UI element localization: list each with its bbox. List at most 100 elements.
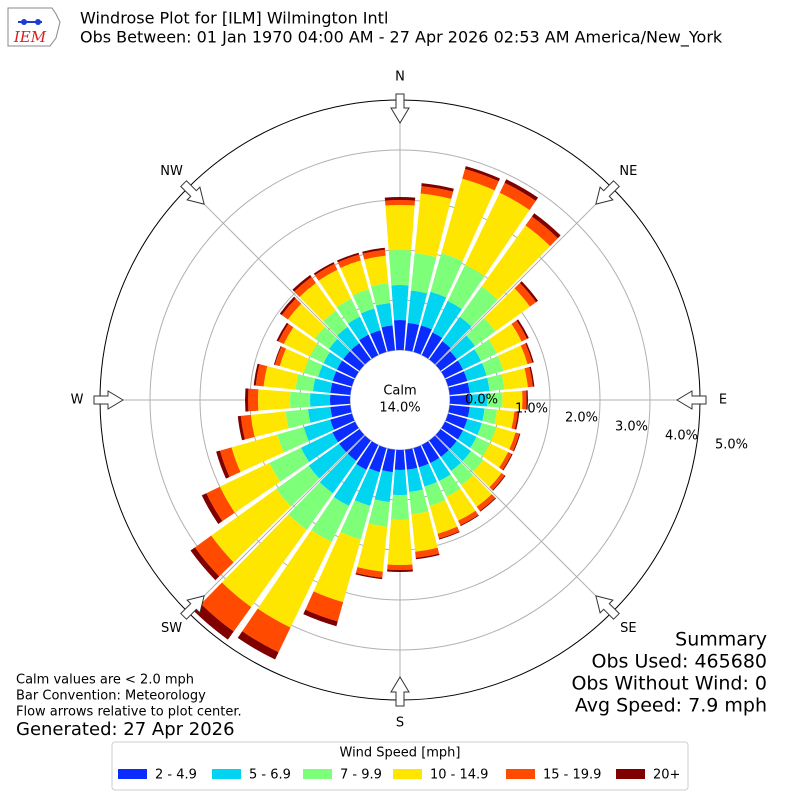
wind-bar: [437, 526, 460, 539]
wind-bar: [404, 448, 418, 470]
wind-bar: [336, 298, 360, 324]
wind-bar: [441, 360, 464, 379]
wind-bar: [269, 447, 310, 482]
wind-bar: [391, 284, 409, 321]
legend-swatch: [303, 769, 332, 779]
wind-bar: [318, 365, 337, 382]
legend-label: 15 - 19.9: [543, 768, 601, 783]
wind-bar: [441, 421, 464, 440]
r-tick-label: 5.0%: [715, 438, 748, 453]
wind-bar: [368, 499, 390, 527]
wind-bar: [466, 317, 496, 347]
wind-bar: [247, 388, 259, 412]
wind-bar: [494, 409, 515, 429]
wind-bar: [522, 390, 527, 410]
wind-bar: [257, 530, 332, 628]
wind-bar: [462, 451, 484, 472]
wind-bar: [299, 283, 336, 322]
wind-bar: [340, 500, 371, 540]
wind-bar: [413, 325, 432, 355]
wind-bar: [514, 411, 520, 430]
wind-bar: [279, 296, 296, 316]
wind-bar: [287, 303, 325, 339]
wind-bar: [278, 323, 294, 345]
wind-bar: [502, 390, 523, 410]
wind-bar: [439, 474, 461, 497]
radial-grid-line: [187, 187, 365, 365]
wind-bar: [420, 186, 454, 199]
wind-bar: [467, 377, 490, 394]
wind-bar: [237, 415, 245, 441]
wind-bar: [300, 432, 339, 462]
wind-bar: [449, 394, 470, 406]
wind-bar: [309, 343, 330, 364]
wind-bar: [462, 168, 499, 191]
wind-bar: [193, 603, 234, 640]
wind-bar: [525, 216, 558, 247]
wind-bar: [337, 326, 360, 350]
logo-outline: [7, 7, 61, 47]
compass-label: E: [719, 393, 727, 408]
wind-bar: [429, 500, 458, 534]
calm-label: Calm: [383, 384, 416, 399]
wind-bar: [333, 464, 367, 506]
wind-bar: [457, 430, 477, 448]
wind-bar: [467, 406, 485, 421]
wind-bar: [430, 457, 451, 482]
wind-bar: [255, 364, 268, 387]
wind-bar: [328, 338, 350, 360]
wind-bar: [420, 291, 447, 330]
wind-bar: [318, 269, 352, 308]
wind-bar: [295, 374, 316, 392]
r-tick-label: 1.0%: [515, 402, 548, 417]
wind-bar: [440, 450, 462, 472]
wind-bar: [323, 352, 343, 370]
wind-bar: [283, 327, 318, 357]
wind-bar: [519, 281, 539, 303]
wind-bar: [450, 335, 476, 360]
wind-bar: [469, 393, 488, 407]
wind-bar: [479, 497, 497, 512]
compass-label: N: [395, 70, 405, 85]
radial-grid-line: [435, 187, 613, 365]
wind-bar: [374, 470, 393, 502]
wind-bar: [330, 404, 352, 418]
compass-label: SE: [620, 621, 636, 636]
wind-bar: [337, 254, 361, 268]
radial-grid-line: [435, 435, 613, 613]
wind-bar: [352, 289, 375, 314]
wind-bar: [237, 631, 279, 660]
summary-line: Avg Speed: 7.9 mph: [575, 695, 767, 717]
calm-value: 14.0%: [379, 401, 420, 416]
wind-bar: [219, 462, 281, 513]
wind-bar: [502, 453, 513, 471]
wind-bar: [524, 367, 533, 388]
wind-bar: [461, 475, 492, 507]
legend-swatch: [118, 769, 147, 779]
wind-bar: [450, 440, 472, 462]
flow-arrow: [390, 93, 410, 124]
wind-bar: [347, 316, 369, 341]
flow-arrow: [390, 676, 410, 707]
wind-bar: [391, 494, 409, 520]
wind-bar: [303, 358, 323, 377]
compass-label: NW: [160, 164, 183, 179]
wind-bar: [258, 389, 291, 411]
logo-text: IEM: [13, 28, 47, 46]
wind-bar: [529, 366, 535, 387]
wind-bar: [194, 535, 234, 577]
wind-bar: [464, 166, 500, 182]
wind-bar: [448, 382, 470, 396]
legend-title: Wind Speed [mph]: [340, 746, 461, 761]
chart-subtitle: Obs Between: 01 Jan 1970 04:00 AM - 27 A…: [80, 28, 723, 48]
wind-bar: [482, 408, 498, 425]
wind-bar: [339, 429, 365, 453]
wind-bar: [381, 325, 396, 352]
wind-bar: [445, 371, 468, 387]
logo-dot: [35, 19, 41, 25]
wind-bar: [429, 341, 451, 365]
wind-bar: [465, 192, 530, 277]
wind-bar: [477, 423, 497, 442]
wind-bar: [250, 411, 289, 438]
calm-circle: [352, 352, 448, 448]
